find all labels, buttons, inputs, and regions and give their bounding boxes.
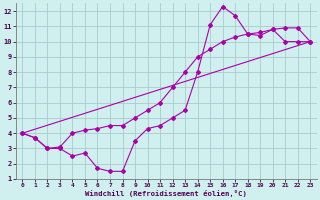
X-axis label: Windchill (Refroidissement éolien,°C): Windchill (Refroidissement éolien,°C) [85, 190, 247, 197]
